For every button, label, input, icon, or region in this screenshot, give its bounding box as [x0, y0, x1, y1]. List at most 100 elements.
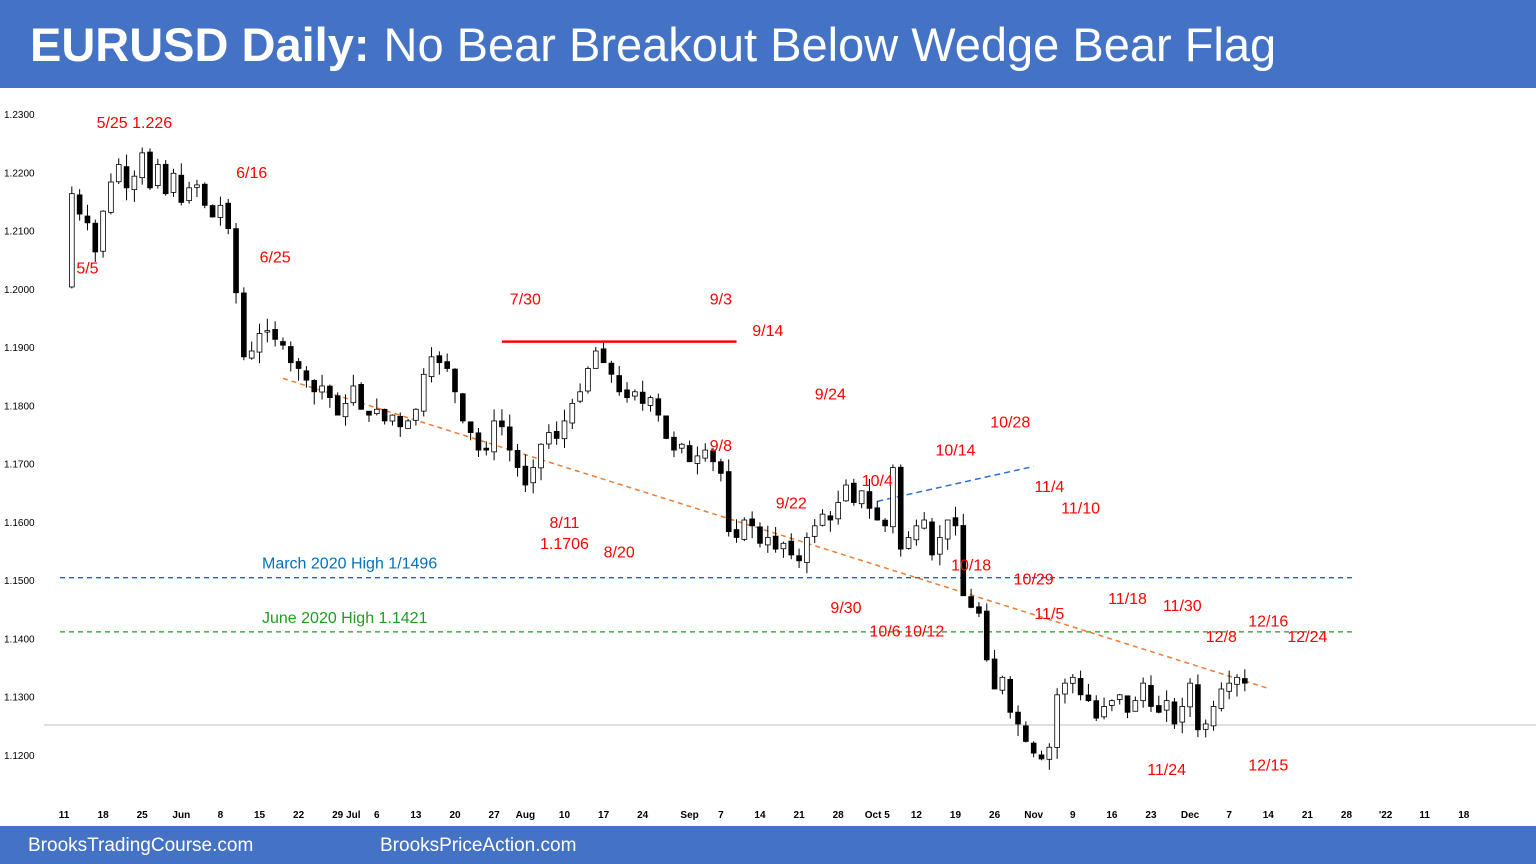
- x-tick-label: Nov: [1024, 810, 1043, 821]
- x-tick-label: '22: [1379, 810, 1393, 821]
- candle-body: [741, 519, 748, 540]
- candle-body: [256, 333, 263, 353]
- x-tick-label: 26: [989, 810, 1001, 821]
- date-annotation: 9/22: [776, 495, 807, 512]
- candle-body: [897, 466, 904, 550]
- candle-body: [796, 555, 802, 562]
- candle-body: [921, 519, 927, 529]
- candle-body: [1093, 700, 1100, 719]
- reference-line-label: March 2020 High 1/1496: [262, 556, 437, 573]
- candle-body: [655, 398, 662, 416]
- date-annotation: 11/10: [1061, 501, 1100, 518]
- candle-body: [514, 450, 521, 468]
- footer-left-link[interactable]: BrooksTradingCourse.com: [28, 835, 254, 856]
- candle-body: [569, 403, 576, 424]
- candle-body: [968, 596, 974, 608]
- candle-body: [686, 445, 693, 463]
- x-tick-label: 10: [559, 810, 571, 821]
- candle-body: [147, 151, 153, 189]
- candle-body: [413, 408, 419, 421]
- date-annotation: 9/24: [815, 386, 846, 403]
- candle-body: [694, 455, 701, 464]
- candle-body: [632, 391, 638, 397]
- candle-body: [92, 222, 99, 253]
- date-annotation: 10/29: [1014, 572, 1054, 589]
- date-annotation: 12/24: [1287, 629, 1327, 646]
- y-tick-label: 1.2000: [4, 285, 35, 296]
- date-annotation: 10/12: [904, 624, 944, 641]
- x-tick-label: 21: [1302, 810, 1314, 821]
- candle-body: [1101, 706, 1107, 718]
- candle-body: [866, 491, 873, 509]
- candle-body: [178, 174, 185, 203]
- date-annotation: 9/14: [752, 323, 783, 340]
- candle-body: [647, 397, 654, 406]
- candle-body: [851, 482, 857, 503]
- candle-body: [1077, 678, 1084, 696]
- candle-body: [976, 606, 982, 614]
- candle-body: [311, 380, 318, 393]
- candle-body: [225, 202, 232, 230]
- candle-body: [663, 415, 669, 439]
- candle-body: [882, 519, 888, 527]
- date-annotation: 10/28: [990, 414, 1030, 431]
- candle-body: [1202, 723, 1209, 730]
- candle-body: [452, 368, 458, 393]
- x-tick-label: 14: [754, 810, 766, 821]
- candle-body: [217, 204, 224, 218]
- candle-body: [749, 518, 755, 527]
- candle-body: [241, 292, 247, 358]
- x-tick-label: 29: [332, 810, 344, 821]
- candle-body: [475, 432, 482, 451]
- candle-body: [405, 420, 411, 429]
- date-annotation: 9/3: [710, 291, 732, 308]
- candle-body: [983, 610, 990, 661]
- candle-body: [1171, 701, 1178, 725]
- x-tick-label: 23: [1145, 810, 1157, 821]
- candle-body: [733, 529, 740, 538]
- x-tick-label: 19: [950, 810, 962, 821]
- candle-body: [397, 415, 404, 428]
- date-annotation: 11/18: [1108, 591, 1147, 608]
- candle-body: [600, 348, 607, 364]
- candle-body: [1226, 682, 1232, 692]
- date-annotation: 10/14: [935, 442, 975, 459]
- date-annotation: 11/4: [1034, 479, 1064, 496]
- candle-body: [639, 391, 646, 404]
- candle-body: [1156, 705, 1162, 713]
- candle-body: [373, 408, 380, 414]
- candle-body: [295, 361, 302, 369]
- y-tick-label: 1.2100: [4, 227, 35, 238]
- candle-body: [530, 467, 536, 484]
- candle-body: [287, 346, 294, 364]
- candle-body: [201, 183, 208, 206]
- candle-body: [608, 362, 615, 375]
- x-tick-label: 16: [1106, 810, 1118, 821]
- x-tick-label: 21: [794, 810, 806, 821]
- candles-group: [69, 147, 1248, 770]
- candle-body: [155, 164, 161, 186]
- candle-body: [428, 356, 435, 378]
- candle-body: [890, 467, 896, 528]
- candle-body: [1242, 678, 1248, 684]
- date-annotation: 10/18: [951, 558, 991, 575]
- candle-body: [467, 421, 474, 433]
- date-annotation: 12/16: [1248, 614, 1288, 631]
- candle-body: [381, 408, 388, 422]
- candle-body: [1038, 754, 1045, 760]
- date-annotation: 9/30: [830, 600, 861, 617]
- x-tick-label: 6: [374, 810, 380, 821]
- candle-body: [264, 330, 271, 333]
- date-annotation: 11/5: [1034, 606, 1064, 623]
- x-tick-label: Dec: [1181, 810, 1200, 821]
- candle-body: [1069, 676, 1076, 684]
- x-tick-label: 28: [1341, 810, 1353, 821]
- footer-right-link[interactable]: BrooksPriceAction.com: [380, 835, 577, 856]
- x-tick-label: Sep: [680, 810, 698, 821]
- candle-body: [718, 461, 724, 474]
- date-annotation: 8/11: [550, 515, 580, 532]
- date-annotation: 1.1706: [540, 536, 589, 553]
- candle-body: [624, 389, 630, 399]
- x-tick-label: 11: [59, 810, 70, 821]
- x-tick-label: 7: [1226, 810, 1232, 821]
